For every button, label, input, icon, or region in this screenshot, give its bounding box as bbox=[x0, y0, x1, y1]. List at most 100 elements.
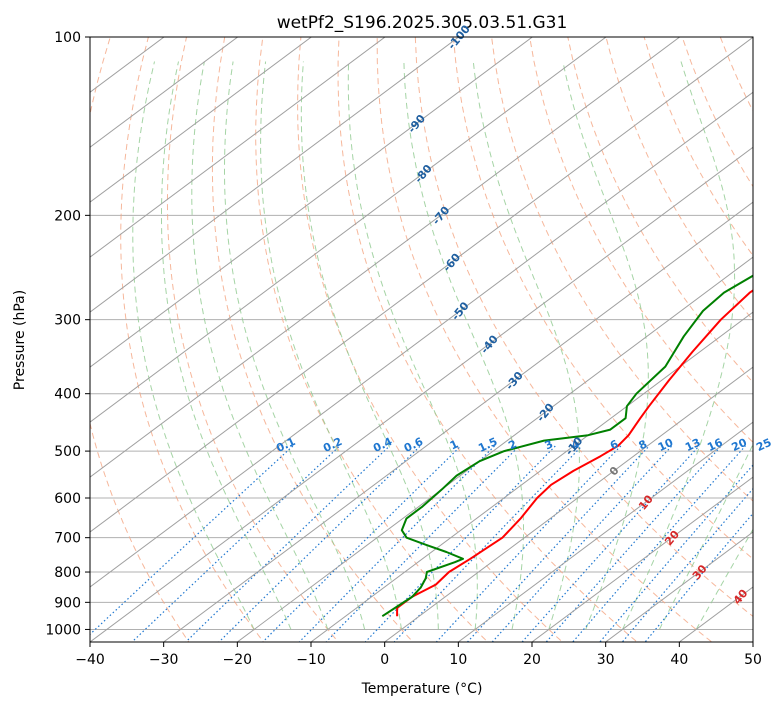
dry-adiabat-line bbox=[297, 37, 564, 642]
moist-adiabat-line bbox=[472, 61, 580, 630]
mixing-ratio-line bbox=[545, 445, 722, 642]
mixing-ratio-lines bbox=[90, 445, 753, 642]
isotherm-line bbox=[90, 37, 753, 533]
mixing-ratio-line bbox=[90, 445, 294, 636]
isotherm-label: 40 bbox=[731, 587, 751, 607]
x-tick-label: 20 bbox=[523, 652, 541, 668]
isotherm-line bbox=[236, 256, 753, 642]
x-tick-label: 30 bbox=[597, 652, 615, 668]
isotherm-line bbox=[90, 37, 681, 478]
isotherm-label: -60 bbox=[441, 251, 464, 275]
isotherm-line bbox=[162, 201, 753, 642]
mixing-ratio-label: 8 bbox=[637, 437, 649, 452]
y-tick-label: 100 bbox=[54, 30, 81, 46]
dry-adiabat-line bbox=[681, 37, 753, 188]
mixing-ratio-label: 16 bbox=[705, 436, 725, 454]
mixing-ratio-label: 1.5 bbox=[476, 435, 499, 455]
moist-adiabat-line bbox=[403, 61, 524, 630]
isotherm-line bbox=[752, 641, 753, 642]
isotherm-line bbox=[531, 476, 753, 642]
moist-adiabat-line bbox=[658, 443, 753, 630]
mixing-ratio-label: 0.2 bbox=[321, 435, 344, 455]
mixing-ratio-label: 0.1 bbox=[274, 435, 297, 455]
dry-adiabat-line bbox=[529, 37, 753, 444]
y-tick-label: 900 bbox=[54, 595, 81, 611]
dry-adiabat-line bbox=[643, 37, 753, 257]
moist-adiabats bbox=[132, 61, 753, 630]
mixing-ratio-line bbox=[261, 445, 462, 642]
y-tick-label: 300 bbox=[54, 313, 81, 329]
moist-adiabat-line bbox=[300, 61, 439, 630]
dry-adiabat-line bbox=[719, 37, 753, 112]
mixing-ratio-line bbox=[491, 445, 673, 642]
y-axis: 100 200 300 400 500 600 700 800 900 1000 bbox=[45, 30, 90, 638]
dry-adiabat-line bbox=[452, 37, 753, 560]
y-tick-label: 1000 bbox=[45, 622, 81, 638]
x-axis-label: Temperature (°C) bbox=[361, 681, 483, 697]
dry-adiabat-line bbox=[414, 37, 753, 617]
dry-adiabat-line bbox=[491, 37, 753, 502]
isotherm-line bbox=[383, 366, 753, 642]
dry-adiabat-line bbox=[90, 37, 190, 642]
isotherm-line bbox=[90, 37, 386, 258]
y-tick-label: 700 bbox=[54, 531, 81, 547]
dry-adiabat-line bbox=[211, 37, 414, 642]
moist-adiabat-line bbox=[191, 61, 329, 630]
mixing-ratio-label: 25 bbox=[754, 436, 773, 454]
mixing-ratio-line bbox=[218, 445, 421, 642]
x-tick-label: 0 bbox=[380, 652, 389, 668]
moist-adiabat-line bbox=[622, 61, 736, 630]
isotherm-line bbox=[90, 37, 460, 313]
y-tick-label: 800 bbox=[54, 565, 81, 581]
dry-adiabat-line bbox=[255, 37, 489, 642]
x-tick-label: −20 bbox=[223, 652, 253, 668]
isotherm-line bbox=[90, 37, 313, 203]
dry-adiabat-line bbox=[567, 37, 753, 384]
moist-adiabat-line bbox=[562, 61, 649, 630]
x-tick-label: −30 bbox=[149, 652, 179, 668]
dry-adiabat-line bbox=[120, 37, 265, 642]
mixing-ratio-line bbox=[184, 445, 391, 642]
y-tick-label: 200 bbox=[54, 208, 81, 224]
isotherm-line bbox=[90, 37, 534, 368]
isotherm-label: -20 bbox=[534, 401, 557, 425]
mixing-ratio-line bbox=[621, 487, 753, 642]
pressure-gridlines bbox=[90, 37, 753, 630]
moist-adiabat-line bbox=[132, 61, 255, 630]
mixing-ratio-line bbox=[644, 512, 753, 642]
moist-adiabat-line bbox=[161, 61, 292, 630]
dry-adiabat-line bbox=[166, 37, 339, 642]
mixing-ratio-line bbox=[572, 445, 746, 642]
mixing-ratio-label: 13 bbox=[683, 436, 702, 454]
y-axis-label: Pressure (hPa) bbox=[12, 290, 28, 390]
dry-adiabat-line bbox=[605, 37, 753, 322]
isotherm-line bbox=[90, 91, 753, 588]
y-tick-label: 400 bbox=[54, 387, 81, 403]
isotherm-line bbox=[457, 421, 753, 642]
moist-adiabat-line bbox=[347, 61, 478, 630]
mixing-ratio-line bbox=[466, 445, 650, 642]
plot-frame bbox=[89, 36, 754, 643]
mixing-ratio-label: 20 bbox=[730, 436, 750, 454]
y-tick-label: 500 bbox=[54, 444, 81, 460]
temperature-line bbox=[396, 289, 753, 617]
mixing-ratio-line bbox=[298, 445, 496, 642]
isotherm-line bbox=[90, 37, 607, 423]
isotherms bbox=[90, 37, 753, 642]
isotherm-line bbox=[90, 37, 165, 93]
x-tick-label: 10 bbox=[449, 652, 467, 668]
x-tick-label: 50 bbox=[744, 652, 762, 668]
mixing-ratio-line bbox=[325, 445, 520, 642]
isotherm-line bbox=[604, 531, 753, 642]
sounding-series bbox=[381, 274, 753, 618]
x-tick-label: −10 bbox=[296, 652, 326, 668]
isotherm-line bbox=[90, 37, 239, 148]
chart-title: wetPf2_S196.2025.305.03.51.G31 bbox=[277, 13, 568, 33]
mixing-ratio-line bbox=[393, 445, 583, 642]
dry-adiabat-line bbox=[748, 10, 775, 654]
mixing-ratio-line bbox=[599, 464, 753, 642]
isotherm-label: -30 bbox=[503, 369, 526, 393]
dry-adiabat-line bbox=[376, 37, 713, 642]
mixing-ratio-label: 0.6 bbox=[402, 435, 425, 455]
